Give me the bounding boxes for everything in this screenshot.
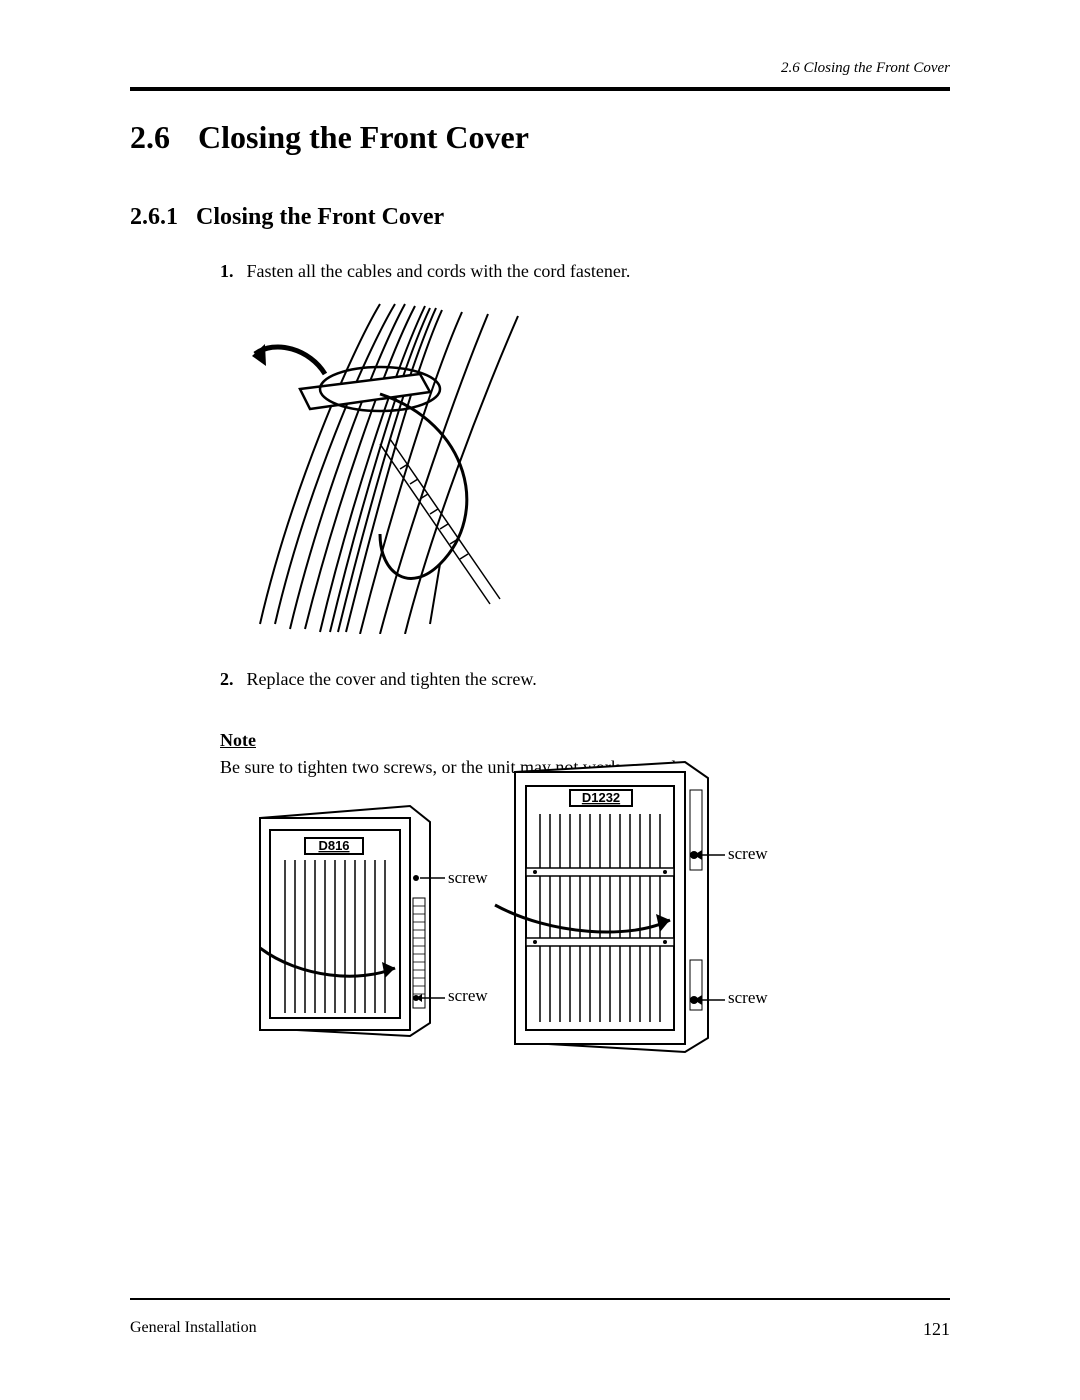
subsection-title-text: Closing the Front Cover	[196, 204, 444, 230]
screw-label-d1232-top: screw	[728, 844, 768, 864]
screw-label-d816-bottom: screw	[448, 986, 488, 1006]
step-2: 2. Replace the cover and tighten the scr…	[220, 669, 950, 690]
footer-left: General Installation	[130, 1319, 257, 1340]
figure-cable-fastener	[230, 294, 950, 639]
device-d816-model: D816	[318, 838, 349, 853]
subsection-number: 2.6.1	[130, 204, 178, 231]
screw-label-d1232-bottom: screw	[728, 988, 768, 1008]
footer-rule	[130, 1298, 950, 1300]
section-title-text: Closing the Front Cover	[198, 119, 529, 155]
running-header: 2.6 Closing the Front Cover	[130, 60, 950, 77]
page-number: 121	[923, 1319, 950, 1340]
step-2-number: 2.	[220, 669, 242, 690]
note-label: Note	[220, 730, 950, 751]
step-2-text: Replace the cover and tighten the screw.	[247, 669, 537, 689]
screw-label-d816-top: screw	[448, 868, 488, 888]
top-rule	[130, 87, 950, 91]
step-1-number: 1.	[220, 261, 242, 282]
step-1: 1. Fasten all the cables and cords with …	[220, 261, 950, 282]
subsection-title: 2.6.1 Closing the Front Cover	[130, 204, 950, 231]
device-d816: D816	[230, 798, 460, 1053]
step-1-text: Fasten all the cables and cords with the…	[247, 261, 631, 281]
section-title: 2.6 Closing the Front Cover	[130, 119, 950, 156]
device-d1232-model: D1232	[582, 790, 620, 805]
device-d1232: D1232	[490, 760, 740, 1065]
section-number: 2.6	[130, 119, 170, 156]
